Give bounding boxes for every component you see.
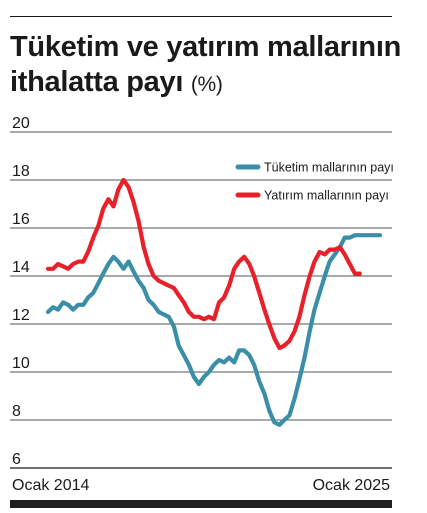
top-rule (10, 16, 392, 17)
legend-label: Yatırım mallarının payı (264, 189, 389, 203)
y-tick-label: 12 (12, 307, 30, 324)
legend-label: Tüketim mallarının payı (264, 161, 394, 175)
title-unit: (%) (190, 73, 223, 96)
y-tick-label: 20 (12, 115, 30, 132)
y-tick-label: 6 (12, 451, 21, 468)
x-tick-label-end: Ocak 2025 (313, 477, 390, 494)
x-axis-tick-labels: Ocak 2014 Ocak 2025 (12, 477, 390, 494)
bottom-bar (10, 500, 392, 508)
x-tick-label-start: Ocak 2014 (12, 477, 89, 494)
series-line-consumer (45, 233, 383, 427)
y-tick-label: 18 (12, 163, 30, 180)
y-tick-label: 10 (12, 355, 30, 372)
y-tick-label: 8 (12, 403, 21, 420)
legend: Tüketim mallarının payı Yatırım mallarını… (235, 161, 394, 203)
series-lines (45, 177, 383, 427)
y-tick-label: 16 (12, 211, 30, 228)
y-tick-label: 14 (12, 259, 30, 276)
series-line-investment (45, 177, 362, 351)
y-axis-tick-labels: 6 8 10 12 14 16 18 20 (12, 115, 30, 468)
gridlines (10, 131, 392, 469)
chart-title: Tüketim ve yatırım mallarının ithalatta … (10, 30, 410, 102)
title-text: Tüketim ve yatırım mallarının ithalatta … (10, 31, 401, 98)
